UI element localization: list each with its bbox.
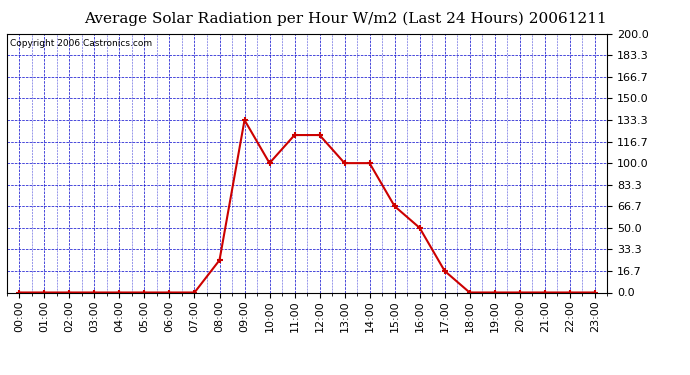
Text: Average Solar Radiation per Hour W/m2 (Last 24 Hours) 20061211: Average Solar Radiation per Hour W/m2 (L… — [83, 11, 607, 26]
Text: Copyright 2006 Castronics.com: Copyright 2006 Castronics.com — [10, 39, 152, 48]
